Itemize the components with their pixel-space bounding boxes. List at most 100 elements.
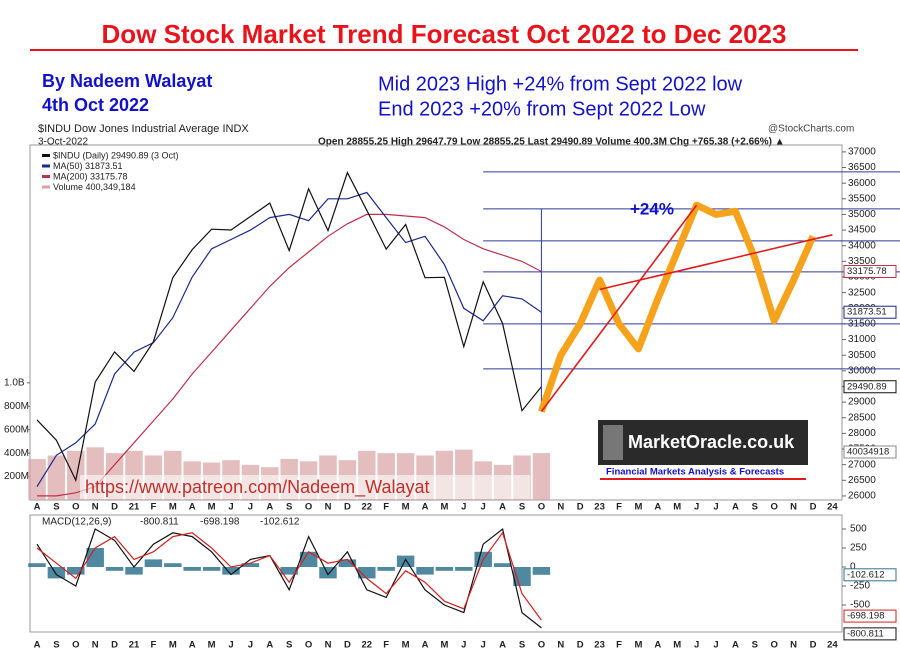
macd-histogram-bar [47, 567, 66, 579]
value-tag: 40034918 [847, 447, 889, 458]
x-tick-label: F [616, 502, 622, 513]
macd-histogram-bar [532, 567, 551, 575]
value-tag-box [843, 264, 897, 278]
value-tag: -800.811 [847, 628, 884, 639]
y-tick-label: 28000 [848, 428, 876, 439]
y-tick-label: 29000 [848, 397, 876, 408]
macd-histogram-bar [358, 567, 376, 579]
volume-bar [47, 455, 66, 500]
x-tick-label: A [499, 640, 506, 651]
macd-histogram-bar [183, 567, 201, 571]
x-tick-label: M [208, 502, 216, 513]
y-tick-label: 250 [850, 543, 867, 554]
forecast-line [538, 201, 817, 413]
x-tick-label: F [150, 502, 156, 513]
x-tick-label: 21 [129, 640, 140, 651]
x-tick-label: F [150, 640, 156, 651]
value-tag: 31873.51 [847, 307, 887, 318]
x-tick-label: J [461, 640, 466, 651]
y-tick-label: 0 [850, 562, 856, 573]
x-tick-label: 24 [827, 502, 838, 513]
y-tick-label: 33500 [848, 256, 876, 267]
y-tick-label: 500 [850, 524, 867, 535]
value-tag-box [843, 305, 897, 319]
x-tick-label: F [383, 640, 389, 651]
x-tick-label: M [402, 640, 410, 651]
legend-swatch [42, 185, 50, 189]
value-tag-box [843, 568, 897, 582]
y-tick-label: 31000 [848, 334, 876, 345]
macd-histogram-bar [319, 567, 337, 579]
y-tick-label: 34500 [848, 225, 876, 236]
macd-histogram-bar [513, 567, 531, 587]
legend-swatch [42, 175, 50, 178]
y-tick-label: 35000 [848, 209, 876, 220]
chart-title: Dow Stock Market Trend Forecast Oct 2022… [102, 19, 787, 49]
macd-legend-value: -102.612 [260, 517, 300, 528]
tagline-bg [598, 465, 808, 479]
x-tick-label: N [790, 502, 797, 513]
x-tick-label: N [325, 640, 332, 651]
macd-histogram-bar [105, 567, 124, 571]
x-tick-label: S [53, 502, 59, 513]
x-tick-label: D [577, 640, 584, 651]
url-bg [80, 475, 530, 499]
x-tick-label: A [266, 502, 273, 513]
x-tick-label: A [654, 640, 661, 651]
value-tag-box [843, 609, 897, 623]
x-tick-label: 23 [594, 640, 605, 651]
x-tick-label: M [634, 502, 642, 513]
y-tick-label: 37000 [848, 147, 876, 158]
macd-line [36, 531, 542, 621]
x-tick-label: A [266, 640, 273, 651]
series-line [37, 213, 542, 497]
x-tick-label: A [499, 502, 506, 513]
value-tag: 33175.78 [847, 266, 887, 277]
x-tick-label: D [344, 640, 351, 651]
macd-histogram-bar [241, 563, 260, 567]
x-tick-label: M [208, 640, 216, 651]
macd-histogram-bar [164, 563, 182, 567]
x-tick-label: A [34, 502, 41, 513]
macd-histogram-bar [416, 567, 434, 575]
forecast-line [599, 234, 833, 291]
value-tag-box [843, 380, 897, 394]
legend-label: MA(200) 33175.78 [53, 171, 128, 181]
x-tick-label: J [248, 640, 253, 651]
macd-histogram-bar [455, 567, 473, 571]
legend-label: MA(50) 31873.51 [53, 161, 123, 171]
x-tick-label: N [92, 502, 99, 513]
symbol-header: $INDU Dow Jones Industrial Average INDX [38, 123, 249, 135]
macd-histogram-bar [202, 567, 221, 571]
x-tick-label: M [402, 502, 410, 513]
x-tick-label: M [169, 640, 177, 651]
x-tick-label: M [634, 640, 642, 651]
y2-tick-label: 400M [4, 448, 29, 459]
x-tick-label: D [344, 502, 351, 513]
x-tick-label: F [383, 502, 389, 513]
macd-histogram-bar [493, 563, 512, 567]
logo-name: MarketOracle.co.uk [628, 432, 795, 452]
note: End 2023 +20% from Sept 2022 Low [378, 98, 706, 120]
x-tick-label: 22 [362, 640, 373, 651]
x-tick-label: A [34, 640, 41, 651]
x-tick-label: 21 [129, 502, 140, 513]
x-tick-label: 23 [594, 502, 605, 513]
y-tick-label: 34000 [848, 240, 876, 251]
value-tag: 29490.89 [847, 381, 887, 392]
value-tag-box [843, 445, 897, 459]
forecast-label: +24% [630, 199, 674, 218]
x-tick-label: A [732, 640, 739, 651]
legend-swatch [42, 164, 50, 168]
x-tick-label: S [286, 640, 292, 651]
x-tick-label: J [228, 502, 233, 513]
x-tick-label: O [305, 502, 312, 513]
y2-tick-label: 800M [4, 401, 29, 412]
macd-histogram-bar [28, 563, 46, 567]
x-tick-label: A [189, 640, 196, 651]
y-tick-label: 27000 [848, 459, 876, 470]
macd-title: MACD(12,26,9) [42, 517, 111, 528]
x-tick-label: M [673, 640, 681, 651]
y-tick-label: 26000 [848, 491, 876, 502]
